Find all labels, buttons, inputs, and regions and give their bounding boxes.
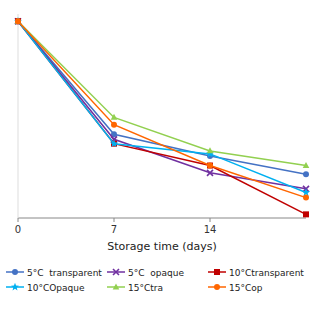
point bbox=[303, 195, 309, 201]
legend-label: 10°Ctransparent bbox=[229, 268, 304, 278]
legend-marker bbox=[12, 269, 18, 275]
plot-area bbox=[14, 17, 310, 217]
point bbox=[15, 18, 21, 24]
legend-marker bbox=[113, 269, 119, 275]
point bbox=[207, 147, 214, 153]
legend-label: 15°Ctra bbox=[128, 283, 163, 293]
y-axis-line bbox=[18, 14, 19, 218]
legend-marker bbox=[214, 269, 220, 275]
point bbox=[110, 139, 118, 147]
point bbox=[15, 18, 21, 24]
legend-label: 15°Cop bbox=[229, 283, 263, 293]
series-line bbox=[18, 21, 306, 174]
point bbox=[207, 163, 213, 169]
legend-label: 10°COpaque bbox=[27, 283, 85, 293]
series-line bbox=[18, 21, 306, 165]
legend-marker bbox=[113, 283, 120, 289]
point bbox=[303, 171, 309, 177]
series-line bbox=[18, 21, 306, 214]
point bbox=[111, 114, 118, 120]
series-line bbox=[18, 21, 306, 192]
series-line bbox=[18, 21, 306, 197]
legend: 5°C transparent 5°C opaque 10°Ctransparent… bbox=[6, 268, 304, 293]
legend-label: 5°C transparent bbox=[27, 268, 102, 278]
x-tick-label: 7 bbox=[111, 224, 117, 235]
point bbox=[15, 18, 21, 24]
point bbox=[207, 170, 213, 176]
x-tick-label: 0 bbox=[15, 224, 21, 235]
point bbox=[111, 122, 117, 128]
x-tick-label: 14 bbox=[204, 224, 217, 235]
point bbox=[303, 211, 309, 217]
legend-marker bbox=[11, 283, 19, 291]
point bbox=[15, 18, 22, 24]
series-line bbox=[18, 21, 306, 189]
legend-label: 5°C opaque bbox=[128, 268, 184, 278]
x-axis-line bbox=[18, 218, 306, 219]
legend-marker bbox=[214, 284, 220, 290]
x-tick bbox=[18, 218, 19, 222]
x-tick bbox=[114, 218, 115, 222]
x-axis-label: Storage time (days) bbox=[107, 240, 216, 253]
point bbox=[303, 162, 310, 168]
point bbox=[15, 18, 21, 24]
background bbox=[0, 0, 320, 320]
chart: 0714Storage time (days)5°C transparent5°… bbox=[0, 0, 320, 320]
x-tick bbox=[210, 218, 211, 222]
point bbox=[207, 163, 213, 169]
